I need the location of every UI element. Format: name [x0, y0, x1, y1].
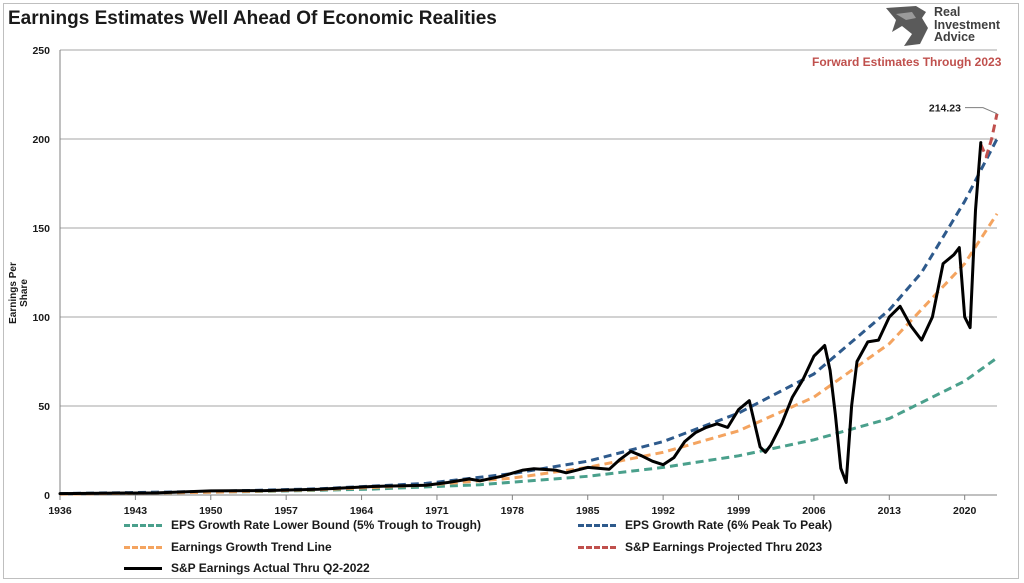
chart-title: Earnings Estimates Well Ahead Of Economi…	[8, 8, 497, 29]
legend-label-lower-bound: EPS Growth Rate Lower Bound (5% Trough t…	[171, 518, 481, 532]
x-tick-labels: 1936 1943 1950 1957 1964 1971 1978 1985 1992 1999…	[48, 505, 976, 517]
x-tick-label: 1971	[425, 505, 449, 517]
legend-item-trend-line: Earnings Growth Trend Line	[124, 540, 332, 554]
legend-swatch-projected	[578, 545, 616, 549]
annotations: 214.23	[929, 103, 998, 115]
legend-label-trend-line: Earnings Growth Trend Line	[171, 540, 332, 554]
legend-item-projected: S&P Earnings Projected Thru 2023	[578, 540, 822, 554]
series-line-projected	[979, 113, 999, 159]
legend-swatch-trend-line	[124, 545, 162, 549]
logo-line-1: Real	[934, 5, 961, 19]
series-line-trend-line	[59, 212, 999, 496]
legend-item-lower-bound: EPS Growth Rate Lower Bound (5% Trough t…	[124, 518, 481, 532]
legend-item-peak-to-peak: EPS Growth Rate (6% Peak To Peak)	[578, 518, 832, 532]
legend-label-projected: S&P Earnings Projected Thru 2023	[625, 540, 823, 554]
x-tick-label: 1936	[48, 505, 72, 517]
y-tick-labels: 0 50 100 150 200 250	[32, 45, 50, 502]
y-tick-label: 50	[38, 401, 50, 413]
y-tick-label: 0	[44, 490, 50, 502]
x-tick-label: 1985	[576, 505, 600, 517]
y-tick-label: 150	[32, 223, 50, 235]
annotation-leader	[965, 107, 998, 115]
gridlines	[59, 49, 997, 500]
logo-text: Real Investment Advice	[934, 6, 1000, 44]
x-tick-label: 1964	[350, 505, 374, 517]
legend-label-peak-to-peak: EPS Growth Rate (6% Peak To Peak)	[625, 518, 833, 532]
legend-swatch-peak-to-peak	[578, 523, 616, 527]
y-tick-label: 200	[32, 134, 50, 146]
x-tick-label: 1950	[199, 505, 223, 517]
chart-frame	[3, 3, 1019, 579]
annotation-label: 214.23	[929, 103, 961, 115]
forward-estimates-note: Forward Estimates Through 2023	[812, 55, 1002, 69]
y-tick-label: 100	[32, 312, 50, 324]
x-tick-label: 2006	[802, 505, 826, 517]
legend-swatch-actual	[124, 566, 162, 570]
logo-eagle-icon	[886, 6, 928, 46]
logo-line-2: Investment	[934, 17, 1000, 32]
logo-line-3: Advice	[934, 30, 975, 44]
y-tick-label: 250	[32, 45, 50, 57]
x-tick-label: 1978	[501, 505, 525, 517]
x-tick-label: 2013	[878, 505, 902, 517]
x-tick-label: 1943	[124, 505, 148, 517]
series-line-peak-to-peak	[59, 138, 999, 496]
legend-item-actual: S&P Earnings Actual Thru Q2-2022	[124, 561, 370, 575]
x-tick-label: 2020	[953, 505, 977, 517]
x-tick-label: 1999	[727, 505, 751, 517]
x-tick-label: 1957	[274, 505, 298, 517]
series-line-actual	[58, 141, 983, 496]
legend-swatch-lower-bound	[124, 523, 162, 527]
x-tick-label: 1992	[651, 505, 675, 517]
legend-label-actual: S&P Earnings Actual Thru Q2-2022	[171, 561, 370, 575]
series-lines	[58, 113, 999, 496]
